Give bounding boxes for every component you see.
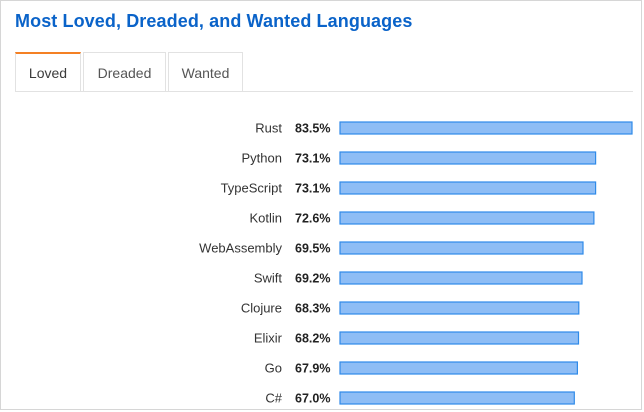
- value-label: 83.5%: [295, 122, 330, 136]
- value-label: 69.2%: [295, 272, 330, 286]
- value-label: 68.2%: [295, 332, 330, 346]
- bar: [339, 121, 633, 135]
- tab-wanted[interactable]: Wanted: [168, 52, 243, 92]
- category-label: Clojure: [241, 301, 282, 316]
- category-label: Go: [265, 361, 282, 376]
- bar: [339, 361, 578, 375]
- bar: [339, 271, 583, 285]
- category-label: C#: [265, 391, 282, 406]
- page-title: Most Loved, Dreaded, and Wanted Language…: [15, 11, 413, 31]
- value-label: 73.1%: [295, 152, 330, 166]
- bar: [339, 241, 584, 255]
- value-label: 69.5%: [295, 242, 330, 256]
- category-label: Kotlin: [249, 211, 282, 226]
- bar: [339, 301, 580, 315]
- bar: [339, 331, 580, 345]
- category-label: WebAssembly: [199, 241, 282, 256]
- tab-bar: Loved Dreaded Wanted: [15, 52, 245, 92]
- category-label: Rust: [255, 121, 282, 136]
- tab-divider: [15, 91, 633, 92]
- tab-loved[interactable]: Loved: [15, 52, 81, 92]
- bar: [339, 181, 597, 195]
- value-label: 73.1%: [295, 182, 330, 196]
- category-label: TypeScript: [221, 181, 283, 196]
- value-label: 67.9%: [295, 362, 330, 376]
- value-label: 72.6%: [295, 212, 330, 226]
- category-label: Swift: [254, 271, 283, 286]
- category-label: Python: [242, 151, 282, 166]
- value-label: 68.3%: [295, 302, 330, 316]
- bar: [339, 391, 575, 405]
- bar: [339, 211, 595, 225]
- bar: [339, 151, 597, 165]
- value-label: 67.0%: [295, 392, 330, 406]
- category-label: Elixir: [254, 331, 283, 346]
- tab-dreaded[interactable]: Dreaded: [83, 52, 166, 92]
